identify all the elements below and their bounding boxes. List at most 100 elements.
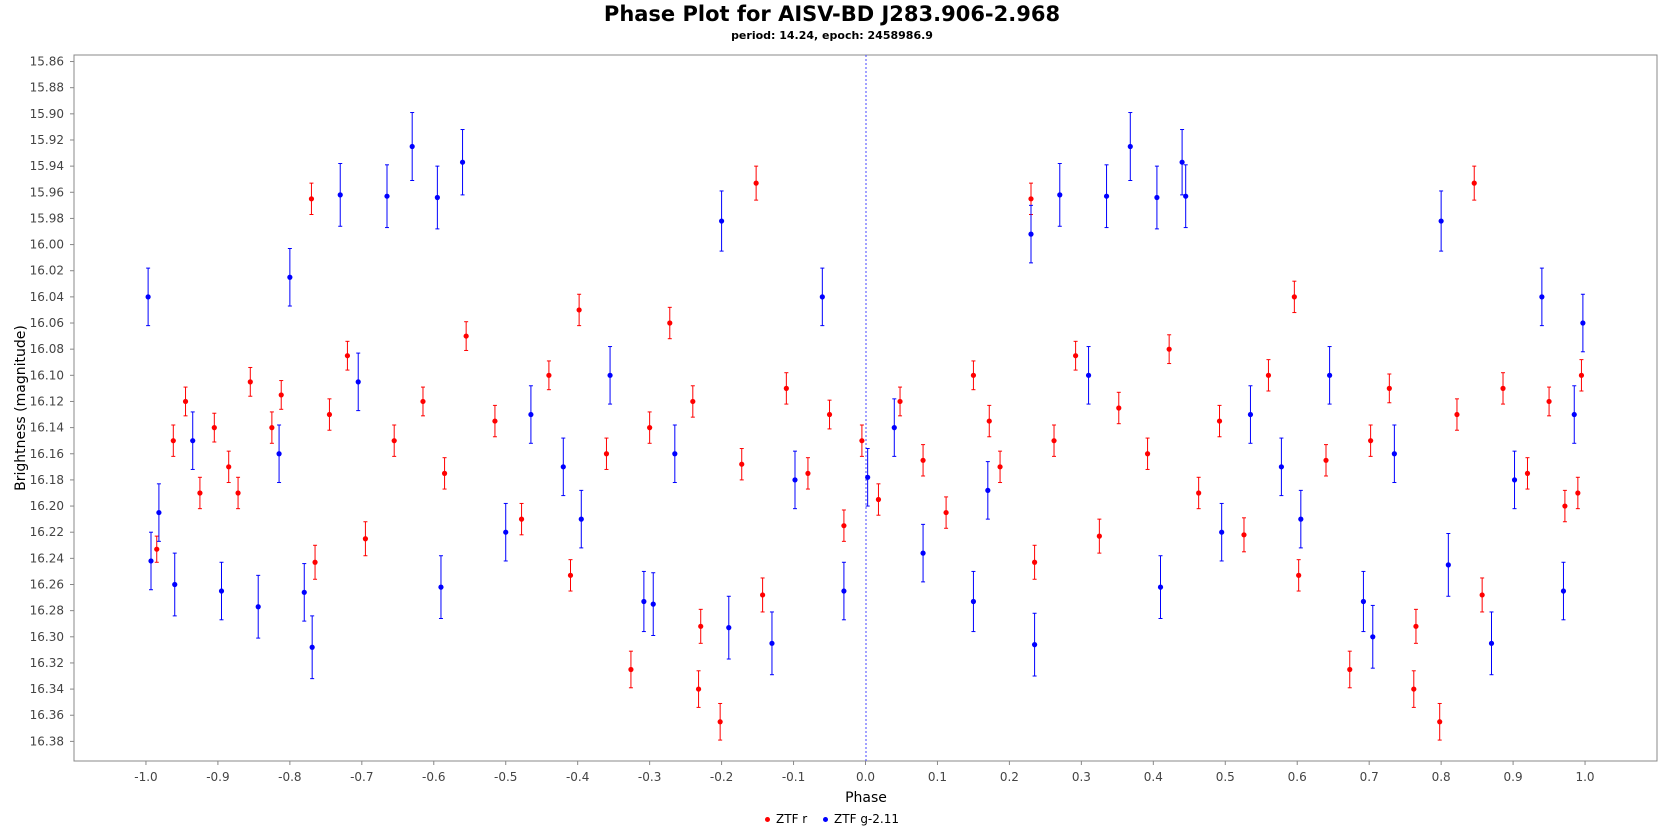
x-tick-label: 0.5 [1216,770,1235,784]
data-point [1562,503,1568,509]
x-tick-label: -0.3 [638,770,661,784]
x-tick-label: 0.3 [1072,770,1091,784]
data-point [190,438,196,444]
data-point [1183,193,1189,199]
x-tick-label: -0.1 [782,770,805,784]
data-point [438,584,444,590]
data-point [1028,231,1034,237]
data-point [1096,533,1102,539]
data-point [1560,588,1567,594]
data-point [226,464,232,470]
data-point [156,509,162,516]
data-point [647,425,653,431]
x-tick-label: 0.7 [1360,770,1379,784]
data-point [841,588,847,594]
x-axis: -1.0 -0.9 -0.8 -0.7 -0.6 -0.5 -0.4 -0.3 -0.2 -0.1… [134,761,1595,784]
data-point [1437,719,1443,725]
x-tick-label: -0.5 [494,770,517,784]
y-tick-label: 16.00 [30,238,64,252]
x-tick-label: -0.2 [710,770,733,784]
data-point [182,398,189,405]
data-point [1370,634,1376,640]
data-point [943,509,949,516]
data-point [1323,457,1329,463]
data-point [1571,411,1577,418]
data-point [420,398,426,405]
x-tick-label: 0.2 [1000,770,1019,784]
data-point [1391,451,1397,457]
data-point [441,470,448,476]
y-tick-label: 16.06 [30,316,64,330]
data-point [718,218,725,224]
x-tick-label: 0.4 [1144,770,1163,784]
data-point [1085,372,1092,378]
data-point [459,159,466,165]
data-point [518,516,525,522]
data-point [1127,143,1133,150]
data-point [528,411,534,418]
data-point [301,589,307,595]
data-point [1057,192,1063,198]
y-tick-label: 16.02 [30,264,64,278]
data-point [170,438,176,444]
data-point [891,425,897,431]
x-tick-label: -0.8 [278,770,301,784]
data-point [1031,642,1038,648]
x-tick-label: 0.9 [1504,770,1523,784]
data-point [1278,464,1284,470]
data-point [1103,193,1110,199]
data-point [1360,598,1367,605]
data-point [576,307,582,313]
data-point [391,438,397,444]
data-point [154,546,160,552]
y-tick-label: 16.32 [30,656,64,670]
data-point [337,192,343,198]
data-point [641,598,647,605]
data-point [1166,346,1172,352]
y-tick-label: 16.10 [30,368,64,382]
x-tick-label: -0.6 [422,770,445,784]
data-point [1219,529,1225,535]
red-dot-icon [765,817,771,822]
x-tick-label: 0.8 [1432,770,1451,784]
data-point [1411,686,1417,692]
data-point [308,196,315,202]
y-axis-label: Brightness (magnitude) [13,325,29,491]
data-point [362,536,369,542]
x-tick-label: -0.9 [206,770,229,784]
y-tick-label: 16.04 [30,290,64,304]
data-series [145,112,1586,741]
y-tick-label: 16.28 [30,604,64,618]
data-point [717,719,723,725]
y-tick-label: 16.14 [30,421,64,435]
data-point [355,379,361,385]
data-point [278,392,284,398]
data-point [255,604,261,610]
y-tick-label: 16.36 [30,708,64,722]
data-point [1454,411,1460,418]
data-point [726,625,732,631]
data-point [1291,294,1297,300]
data-point [997,464,1003,470]
y-tick-label: 15.96 [30,185,64,199]
y-tick-label: 16.34 [30,682,64,696]
data-point [1296,572,1302,578]
data-point [783,385,789,391]
data-point [1413,623,1419,629]
data-point [920,457,926,463]
data-point [841,523,847,529]
data-point [769,640,775,646]
data-point [148,558,154,564]
y-tick-label: 15.94 [30,159,64,173]
data-point [607,372,613,378]
series-ztf-g [145,112,1586,680]
data-point [546,372,552,378]
x-tick-label: 0.1 [928,770,947,784]
y-tick-label: 16.20 [30,499,64,513]
y-tick-label: 15.88 [30,81,64,95]
y-tick-label: 16.18 [30,473,64,487]
y-tick-label: 16.30 [30,630,64,644]
legend-item-ztf-r: ZTF r [765,812,807,826]
data-point [1578,372,1585,378]
